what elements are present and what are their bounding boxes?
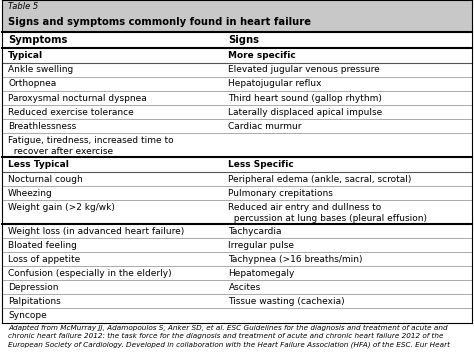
Text: Weight loss (in advanced heart failure): Weight loss (in advanced heart failure) [8,227,184,236]
Text: Tachycardia: Tachycardia [228,227,282,236]
Text: Third heart sound (gallop rhythm): Third heart sound (gallop rhythm) [228,94,383,103]
Text: Tachypnea (>16 breaths/min): Tachypnea (>16 breaths/min) [228,255,363,264]
Text: Bloated feeling: Bloated feeling [8,241,77,250]
Text: Reduced air entry and dullness to
  percussion at lung bases (pleural effusion): Reduced air entry and dullness to percus… [228,203,428,223]
Text: Table 5: Table 5 [8,2,38,11]
Text: Reduced exercise tolerance: Reduced exercise tolerance [8,108,134,116]
Text: Less Specific: Less Specific [228,160,294,169]
Text: Peripheral edema (ankle, sacral, scrotal): Peripheral edema (ankle, sacral, scrotal… [228,174,412,183]
Text: Laterally displaced apical impulse: Laterally displaced apical impulse [228,108,383,116]
Text: Orthopnea: Orthopnea [8,79,56,89]
Text: Palpitations: Palpitations [8,297,61,306]
Text: Weight gain (>2 kg/wk): Weight gain (>2 kg/wk) [8,203,115,212]
Text: Ascites: Ascites [228,283,261,292]
Text: Typical: Typical [8,51,43,60]
Text: Hepatomegaly: Hepatomegaly [228,269,295,278]
Text: Fatigue, tiredness, increased time to
  recover after exercise: Fatigue, tiredness, increased time to re… [8,136,173,156]
Text: Confusion (especially in the elderly): Confusion (especially in the elderly) [8,269,172,278]
Text: Less Typical: Less Typical [8,160,69,169]
Text: Paroxysmal nocturnal dyspnea: Paroxysmal nocturnal dyspnea [8,94,147,103]
Text: Signs and symptoms commonly found in heart failure: Signs and symptoms commonly found in hea… [8,17,311,27]
Text: Tissue wasting (cachexia): Tissue wasting (cachexia) [228,297,345,306]
Text: Depression: Depression [8,283,59,292]
Text: Pulmonary crepitations: Pulmonary crepitations [228,189,333,198]
Text: Irregular pulse: Irregular pulse [228,241,294,250]
Text: Nocturnal cough: Nocturnal cough [8,174,83,183]
Text: More specific: More specific [228,51,296,60]
Text: Wheezing: Wheezing [8,189,53,198]
Text: Symptoms: Symptoms [8,35,67,45]
Text: Hepatojugular reflux: Hepatojugular reflux [228,79,322,89]
Text: Ankle swelling: Ankle swelling [8,66,73,74]
Text: Loss of appetite: Loss of appetite [8,255,80,264]
Text: Adapted from McMurray JJ, Adamopoulos S, Anker SD, et al. ESC Guidelines for the: Adapted from McMurray JJ, Adamopoulos S,… [8,325,450,348]
Text: Cardiac murmur: Cardiac murmur [228,122,302,131]
Text: Syncope: Syncope [8,311,47,320]
Text: Breathlessness: Breathlessness [8,122,76,131]
Text: Signs: Signs [228,35,259,45]
Text: Elevated jugular venous pressure: Elevated jugular venous pressure [228,66,380,74]
